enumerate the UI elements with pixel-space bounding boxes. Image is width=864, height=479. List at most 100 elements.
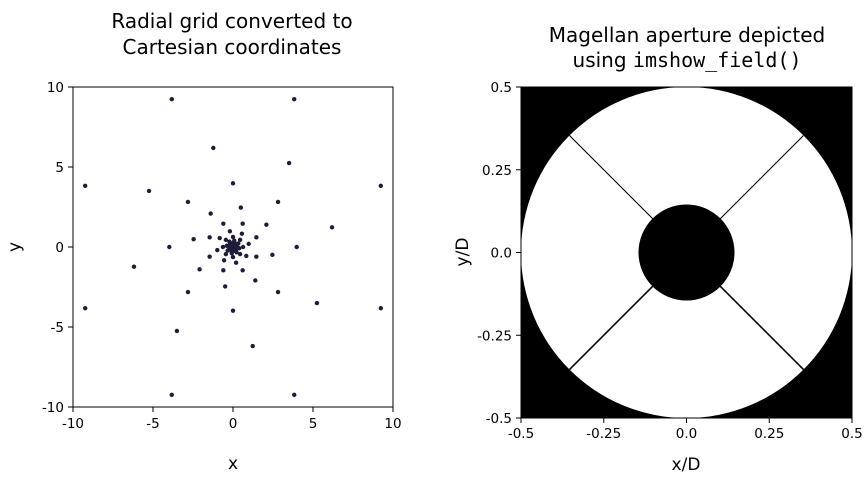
scatter-panel: Radial grid converted to Cartesian coord… — [5, 9, 402, 474]
central-obscuration — [638, 204, 735, 301]
scatter-point — [207, 254, 212, 259]
scatter-point — [294, 244, 299, 250]
y-tick-label: 0.0 — [491, 246, 512, 262]
scatter-point — [254, 235, 259, 240]
scatter-point — [230, 234, 236, 240]
scatter-point — [227, 239, 232, 244]
scatter-point — [286, 160, 292, 166]
scatter-point — [230, 181, 236, 186]
scatter-point — [220, 244, 226, 250]
scatter-point — [229, 251, 234, 256]
scatter-point — [329, 225, 335, 230]
aperture-panel: Magellan aperture depicted using imshow_… — [453, 23, 863, 475]
scatter-title-line-1: Radial grid converted to — [111, 9, 352, 33]
scatter-point — [167, 244, 172, 250]
scatter-point — [234, 250, 239, 255]
scatter-x-ticks: -10 -5 0 5 10 — [62, 407, 402, 432]
x-tick-label: 0 — [229, 416, 238, 432]
y-tick-label: 0.25 — [482, 163, 512, 179]
scatter-point — [240, 268, 245, 273]
scatter-point — [292, 392, 297, 398]
scatter-point — [223, 251, 229, 257]
scatter-point — [240, 244, 246, 250]
x-tick-label: 0.5 — [841, 426, 862, 442]
scatter-point — [169, 96, 174, 102]
scatter-point — [185, 199, 191, 205]
scatter-point — [223, 237, 229, 243]
scatter-point — [197, 267, 202, 272]
scatter-point — [82, 306, 88, 311]
x-tick-label: -0.25 — [586, 426, 621, 442]
scatter-point — [253, 278, 258, 283]
aperture-title-prefix: using — [573, 48, 633, 72]
aperture-y-ticks: -0.5 -0.25 0.0 0.25 0.5 — [477, 80, 521, 427]
x-tick-label: 0.25 — [754, 426, 784, 442]
scatter-point — [232, 238, 237, 243]
scatter-point — [225, 248, 230, 253]
scatter-point — [208, 211, 213, 216]
scatter-point — [207, 235, 212, 240]
scatter-point — [237, 237, 243, 243]
scatter-point — [236, 241, 241, 246]
scatter-point — [237, 251, 243, 257]
y-tick-label: 0 — [55, 240, 64, 256]
scatter-point — [185, 289, 191, 295]
scatter-point — [314, 300, 320, 306]
scatter-y-ticks: -10 -5 0 5 10 — [42, 80, 73, 416]
scatter-point — [275, 199, 281, 205]
scatter-point — [233, 260, 239, 265]
y-tick-label: -10 — [42, 400, 64, 416]
scatter-point — [169, 392, 174, 398]
scatter-point — [237, 246, 242, 251]
scatter-point — [146, 188, 152, 194]
aperture-y-axis-label: y/D — [453, 238, 473, 267]
scatter-point — [292, 96, 297, 102]
scatter-point — [224, 243, 229, 248]
aperture-title-line-1: Magellan aperture depicted — [549, 23, 825, 47]
scatter-point — [82, 183, 88, 188]
scatter-point — [221, 221, 226, 226]
x-tick-label: 5 — [309, 416, 318, 432]
scatter-point — [227, 229, 233, 234]
scatter-point — [240, 221, 245, 226]
scatter-x-axis-label: x — [228, 454, 238, 474]
scatter-point — [246, 241, 251, 247]
scatter-y-axis-label: y — [5, 242, 25, 252]
y-tick-label: 10 — [47, 80, 64, 96]
scatter-point — [221, 258, 227, 263]
scatter-point — [378, 183, 384, 188]
aperture-image — [521, 87, 852, 418]
aperture-title-line-2: using imshow_field() — [573, 48, 802, 72]
x-tick-label: 10 — [384, 416, 401, 432]
scatter-point — [238, 205, 244, 210]
scatter-point — [239, 231, 245, 236]
y-tick-label: -0.5 — [486, 411, 512, 427]
scatter-title-line-2: Cartesian coordinates — [123, 35, 342, 59]
scatter-point — [250, 343, 255, 349]
scatter-point — [222, 284, 228, 289]
scatter-point — [191, 236, 196, 242]
x-tick-label: -0.5 — [508, 426, 534, 442]
x-tick-label: 0.0 — [676, 426, 697, 442]
scatter-point — [254, 254, 259, 259]
scatter-point — [230, 254, 236, 260]
x-tick-label: -10 — [62, 416, 84, 432]
x-tick-label: -5 — [146, 416, 159, 432]
scatter-point — [174, 328, 180, 334]
scatter-point — [270, 252, 275, 258]
scatter-points-group — [82, 96, 384, 398]
scatter-point — [221, 268, 226, 273]
scatter-point — [275, 289, 281, 295]
scatter-point — [244, 253, 249, 259]
y-tick-label: 5 — [55, 160, 64, 176]
scatter-point — [215, 247, 220, 253]
scatter-point — [230, 308, 236, 313]
aperture-title-code: imshow_field() — [633, 48, 802, 72]
aperture-x-ticks: -0.5 -0.25 0.0 0.25 0.5 — [508, 418, 863, 442]
scatter-point — [211, 145, 216, 151]
y-tick-label: -0.25 — [477, 328, 512, 344]
scatter-point — [217, 235, 222, 241]
scatter-point — [264, 222, 269, 227]
y-tick-label: -5 — [51, 320, 64, 336]
